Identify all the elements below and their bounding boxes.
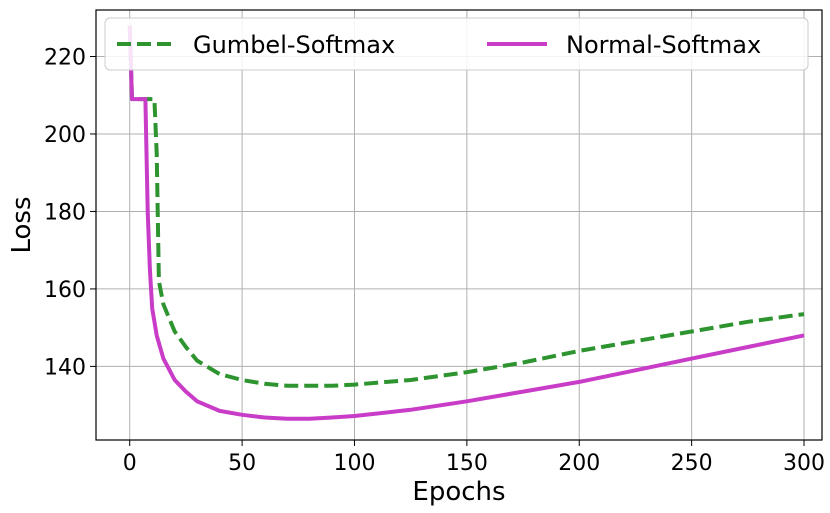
legend-label: Normal-Softmax: [566, 31, 761, 59]
legend-box: [104, 17, 809, 71]
legend: Gumbel-Softmax Normal-Softmax: [104, 17, 809, 71]
x-axis-label: Epochs: [412, 477, 505, 507]
series-line-gumbel-softmax: [127, 25, 805, 388]
y-tick-label: 140: [44, 355, 86, 380]
plot-frame: [95, 9, 823, 441]
series-line-normal-softmax: [127, 25, 805, 421]
x-tick-label: 150: [446, 451, 488, 476]
x-tick-label: 50: [228, 451, 256, 476]
y-tick-label: 200: [44, 123, 86, 148]
x-tick-label: 250: [671, 451, 713, 476]
x-tick-label: 100: [333, 451, 375, 476]
x-tick-label: 0: [123, 451, 137, 476]
axis-ticks: 0 50 100 150 200 250 300 140 160 180 200 220: [44, 45, 825, 476]
grid-lines: [96, 10, 822, 440]
x-tick-label: 300: [783, 451, 825, 476]
y-tick-label: 180: [44, 200, 86, 225]
series-lines: [127, 25, 805, 421]
y-tick-label: 220: [44, 45, 86, 70]
legend-label: Gumbel-Softmax: [193, 31, 395, 59]
x-tick-label: 200: [558, 451, 600, 476]
y-tick-label: 160: [44, 278, 86, 303]
y-axis-label: Loss: [7, 196, 37, 253]
